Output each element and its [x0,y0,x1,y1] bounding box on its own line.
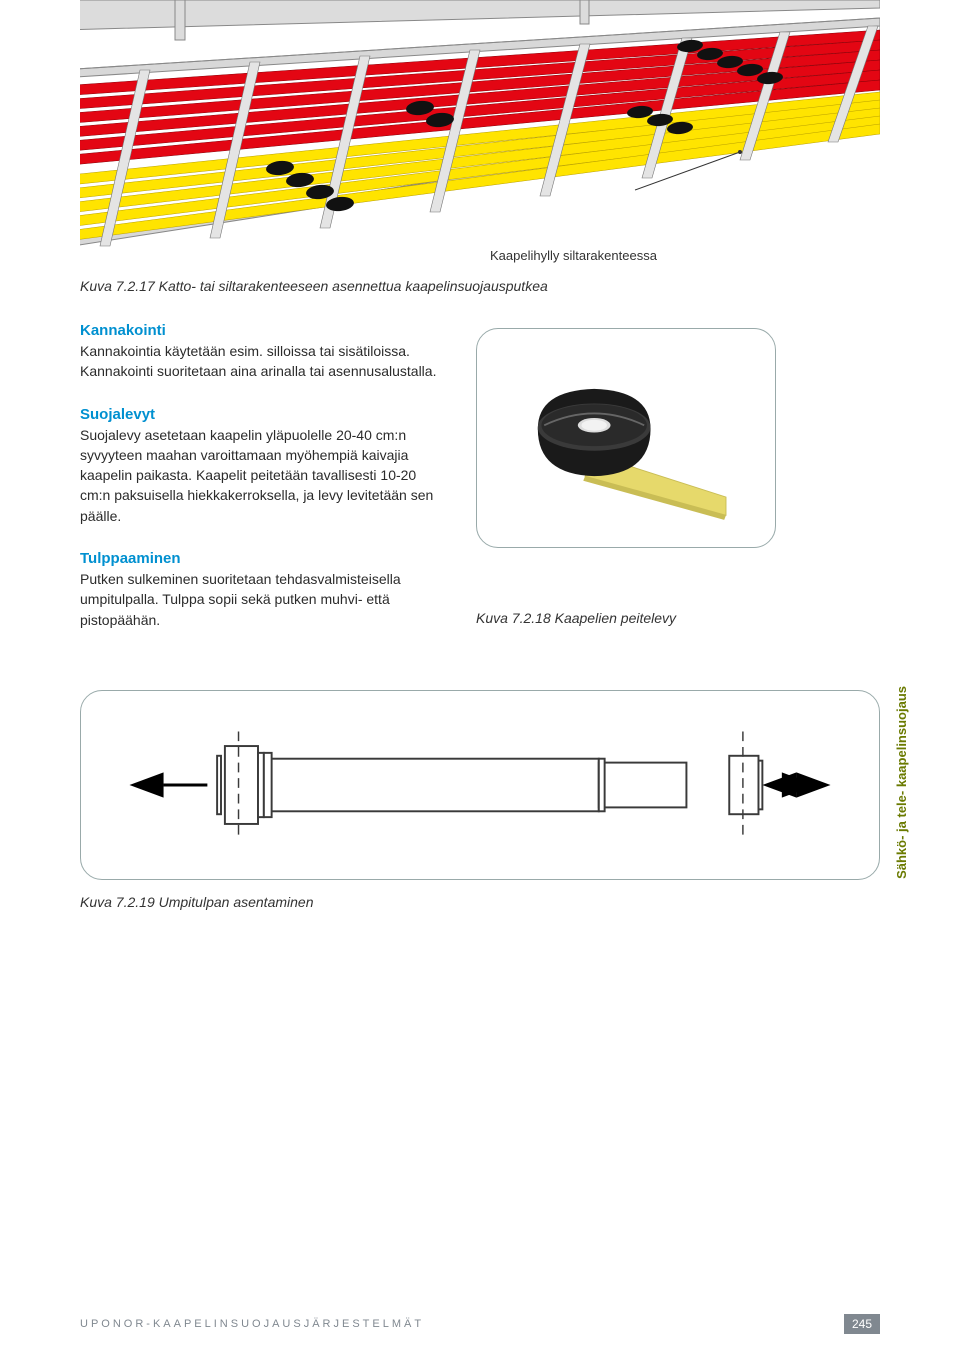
footer-text: UPONOR-KAAPELINSUOJAUSJÄRJESTELMÄT [80,1318,424,1330]
page-number: 245 [844,1314,880,1334]
page-footer: UPONOR-KAAPELINSUOJAUSJÄRJESTELMÄT 245 [80,1314,880,1334]
text-column: Kannakointi Kannakointia käytetään esim.… [80,322,440,654]
heading-suojalevyt: Suojalevyt [80,406,440,423]
hero-diagram: Kaapelihylly siltarakenteessa [80,0,880,270]
tape-caption: Kuva 7.2.18 Kaapelien peitelevy [476,610,786,626]
heading-kannakointi: Kannakointi [80,322,440,339]
body-tulppaaminen: Putken sulkeminen suoritetaan tehdasvalm… [80,569,440,630]
pipe-diagram [80,690,880,880]
body-suojalevyt: Suojalevy asetetaan kaapelin yläpuolelle… [80,425,440,526]
tape-figure [476,328,776,548]
hero-caption: Kuva 7.2.17 Katto- tai siltarakenteeseen… [80,278,880,294]
side-tab: Sähkö- ja tele- kaapelinsuojaus [894,686,910,879]
body-kannakointi: Kannakointia käytetään esim. silloissa t… [80,341,440,382]
pipe-caption: Kuva 7.2.19 Umpitulpan asentaminen [80,894,880,910]
heading-tulppaaminen: Tulppaaminen [80,550,440,567]
hero-callout-label: Kaapelihylly siltarakenteessa [490,248,657,263]
